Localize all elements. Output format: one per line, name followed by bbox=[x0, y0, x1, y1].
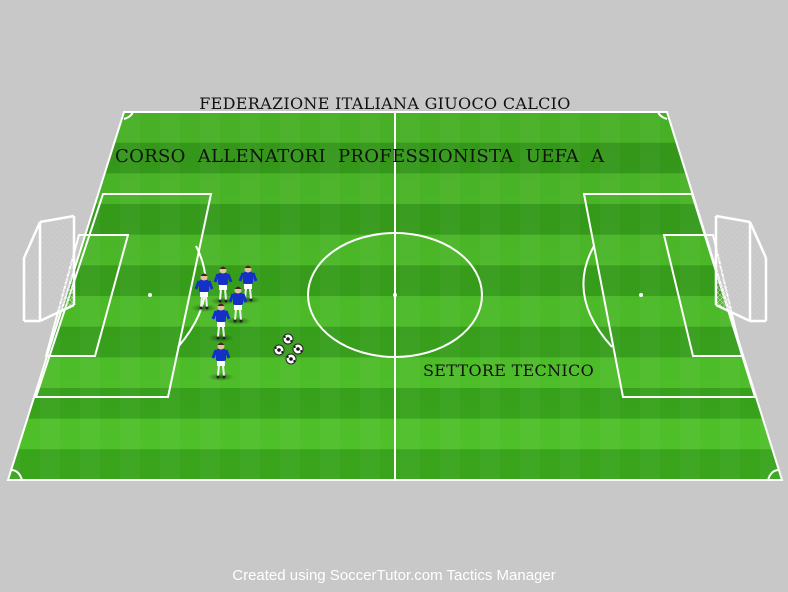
ball-3 bbox=[292, 343, 304, 355]
corner-arc-br bbox=[767, 469, 780, 481]
ball-4 bbox=[285, 353, 297, 365]
left-goal bbox=[22, 214, 76, 323]
corner-arc-tl bbox=[123, 111, 134, 120]
sector-label: SETTORE TECNICO bbox=[423, 361, 594, 380]
centre-spot bbox=[393, 293, 397, 297]
right-penalty-spot bbox=[639, 293, 643, 297]
player-5 bbox=[208, 303, 234, 342]
player-2 bbox=[210, 266, 236, 305]
course-title: CORSO ALLENATORI PROFESSIONISTA UEFA A bbox=[115, 146, 605, 167]
right-penalty-area bbox=[582, 193, 757, 398]
corner-arc-bl bbox=[10, 469, 23, 481]
player-1 bbox=[191, 273, 217, 312]
left-penalty-spot bbox=[148, 293, 152, 297]
right-goal bbox=[714, 214, 768, 323]
ball-2 bbox=[273, 344, 285, 356]
left-penalty-area bbox=[34, 193, 213, 398]
player-4 bbox=[225, 286, 251, 325]
balls-group bbox=[273, 333, 304, 365]
credit-footer: Created using SoccerTutor.com Tactics Ma… bbox=[232, 567, 556, 584]
players-group bbox=[191, 265, 261, 381]
right-goal-area bbox=[662, 234, 744, 357]
ball-1 bbox=[282, 333, 294, 345]
touchline bbox=[6, 111, 784, 481]
centre-circle bbox=[307, 232, 483, 358]
corner-arc-tr bbox=[657, 111, 668, 120]
left-goal-area bbox=[44, 234, 130, 357]
right-penalty-arc bbox=[582, 245, 613, 348]
player-6 bbox=[208, 342, 234, 381]
federation-title: FEDERAZIONE ITALIANA GIUOCO CALCIO bbox=[199, 94, 571, 113]
pitch-lines bbox=[6, 111, 784, 481]
